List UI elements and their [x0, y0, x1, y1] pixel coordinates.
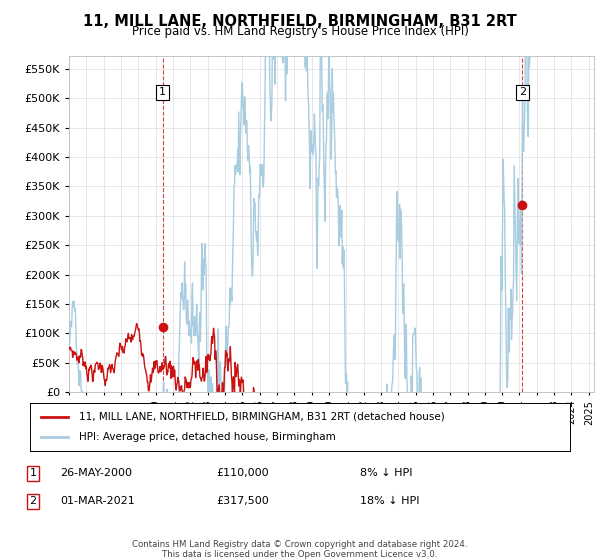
Text: 2: 2	[519, 87, 526, 97]
Text: Contains HM Land Registry data © Crown copyright and database right 2024.: Contains HM Land Registry data © Crown c…	[132, 540, 468, 549]
Text: 01-MAR-2021: 01-MAR-2021	[60, 496, 135, 506]
Text: 1: 1	[159, 87, 166, 97]
Text: This data is licensed under the Open Government Licence v3.0.: This data is licensed under the Open Gov…	[163, 550, 437, 559]
Text: 8% ↓ HPI: 8% ↓ HPI	[360, 468, 413, 478]
Text: £110,000: £110,000	[216, 468, 269, 478]
Text: 11, MILL LANE, NORTHFIELD, BIRMINGHAM, B31 2RT: 11, MILL LANE, NORTHFIELD, BIRMINGHAM, B…	[83, 14, 517, 29]
Text: 2: 2	[29, 496, 37, 506]
Text: Price paid vs. HM Land Registry's House Price Index (HPI): Price paid vs. HM Land Registry's House …	[131, 25, 469, 38]
Text: HPI: Average price, detached house, Birmingham: HPI: Average price, detached house, Birm…	[79, 432, 335, 442]
Text: 18% ↓ HPI: 18% ↓ HPI	[360, 496, 419, 506]
Text: 26-MAY-2000: 26-MAY-2000	[60, 468, 132, 478]
Text: 1: 1	[29, 468, 37, 478]
Text: 11, MILL LANE, NORTHFIELD, BIRMINGHAM, B31 2RT (detached house): 11, MILL LANE, NORTHFIELD, BIRMINGHAM, B…	[79, 412, 445, 422]
Text: £317,500: £317,500	[216, 496, 269, 506]
